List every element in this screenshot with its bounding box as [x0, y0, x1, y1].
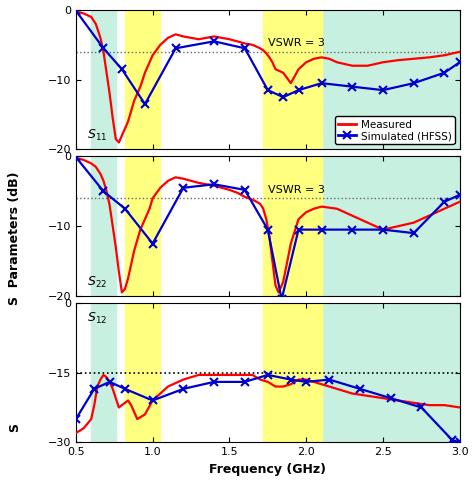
Bar	[125, 10, 160, 150]
X-axis label: Frequency (GHz): Frequency (GHz)	[210, 463, 326, 476]
Bar	[91, 303, 116, 442]
Text: S  Parameters (dB): S Parameters (dB)	[8, 172, 21, 305]
Bar	[321, 157, 460, 296]
Bar	[263, 157, 321, 296]
Text: S: S	[8, 423, 21, 432]
Bar	[321, 303, 460, 442]
Text: S$_{22}$: S$_{22}$	[87, 274, 107, 290]
Bar	[263, 10, 321, 150]
Text: S$_{12}$: S$_{12}$	[87, 311, 107, 326]
Bar	[91, 10, 116, 150]
Bar	[321, 10, 460, 150]
Bar	[125, 157, 160, 296]
Text: VSWR = 3: VSWR = 3	[268, 185, 325, 195]
Bar	[91, 157, 116, 296]
Bar	[125, 303, 160, 442]
Bar	[263, 303, 321, 442]
Text: S$_{11}$: S$_{11}$	[87, 128, 107, 143]
Legend: Measured, Simulated (HFSS): Measured, Simulated (HFSS)	[335, 116, 455, 144]
Text: VSWR = 3: VSWR = 3	[268, 38, 325, 48]
